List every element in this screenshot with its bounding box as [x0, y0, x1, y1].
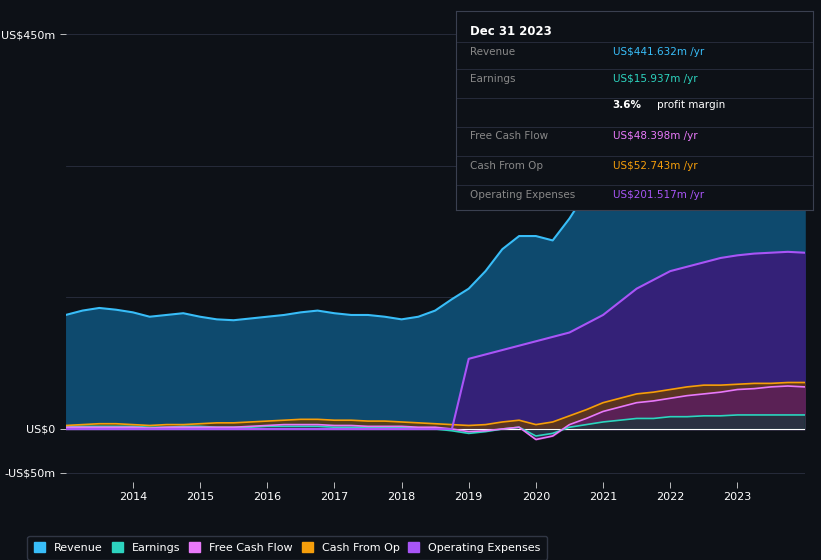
Text: US$441.632m /yr: US$441.632m /yr: [612, 47, 704, 57]
Text: US$52.743m /yr: US$52.743m /yr: [612, 161, 697, 171]
Text: US$15.937m /yr: US$15.937m /yr: [612, 74, 697, 84]
Text: Operating Expenses: Operating Expenses: [470, 190, 576, 200]
Text: US$48.398m /yr: US$48.398m /yr: [612, 132, 697, 142]
Text: US$201.517m /yr: US$201.517m /yr: [612, 190, 704, 200]
Text: profit margin: profit margin: [658, 100, 726, 110]
Text: Dec 31 2023: Dec 31 2023: [470, 25, 552, 38]
Legend: Revenue, Earnings, Free Cash Flow, Cash From Op, Operating Expenses: Revenue, Earnings, Free Cash Flow, Cash …: [27, 535, 548, 559]
Text: Revenue: Revenue: [470, 47, 515, 57]
Text: Earnings: Earnings: [470, 74, 516, 84]
Text: 3.6%: 3.6%: [612, 100, 642, 110]
Text: Free Cash Flow: Free Cash Flow: [470, 132, 548, 142]
Text: Cash From Op: Cash From Op: [470, 161, 543, 171]
